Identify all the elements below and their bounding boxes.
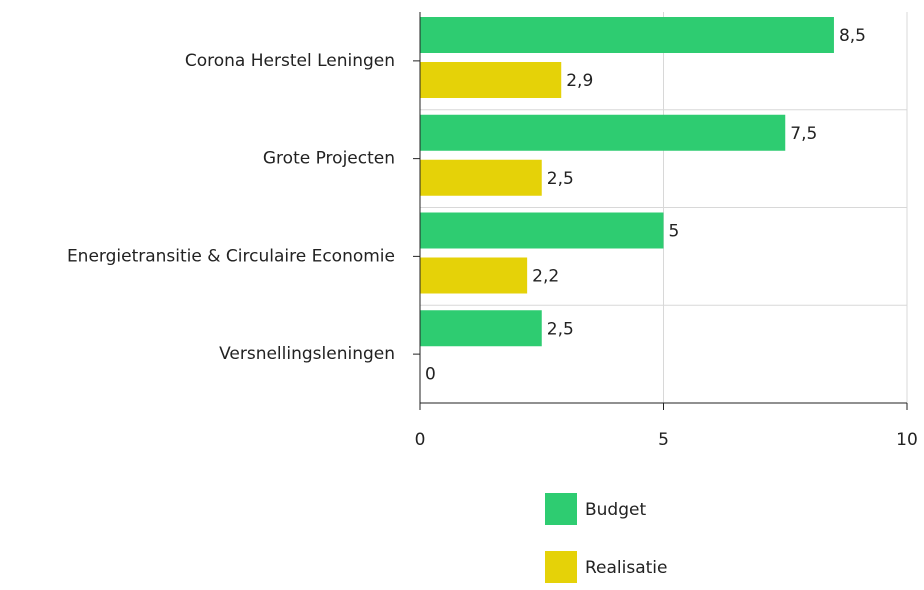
- legend-swatch: [545, 493, 577, 525]
- y-tick-label: Energietransitie & Circulaire Economie: [67, 246, 395, 266]
- legend-swatch: [545, 551, 577, 583]
- bar: [420, 212, 664, 249]
- y-tick-label: Corona Herstel Leningen: [185, 51, 395, 71]
- value-label: 2,5: [547, 169, 574, 189]
- value-label: 2,9: [566, 71, 593, 91]
- y-tick-label: Versnellingsleningen: [219, 344, 395, 364]
- value-label: 8,5: [839, 26, 866, 46]
- legend-label: Realisatie: [585, 558, 668, 578]
- legend-label: Budget: [585, 500, 646, 520]
- bar: [420, 62, 562, 98]
- value-label: 2,5: [547, 319, 574, 339]
- y-tick-label: Grote Projecten: [263, 149, 395, 169]
- value-label: 0: [425, 364, 436, 384]
- x-tick-label: 10: [896, 430, 918, 450]
- value-label: 2,2: [532, 267, 559, 287]
- bar: [420, 159, 542, 196]
- x-tick-label: 5: [658, 430, 669, 450]
- value-label: 5: [669, 222, 680, 242]
- x-tick-label: 0: [415, 430, 426, 450]
- bar: [420, 17, 834, 53]
- value-label: 7,5: [790, 124, 817, 144]
- bar: [420, 114, 786, 151]
- bar: [420, 310, 542, 347]
- bar: [420, 257, 528, 294]
